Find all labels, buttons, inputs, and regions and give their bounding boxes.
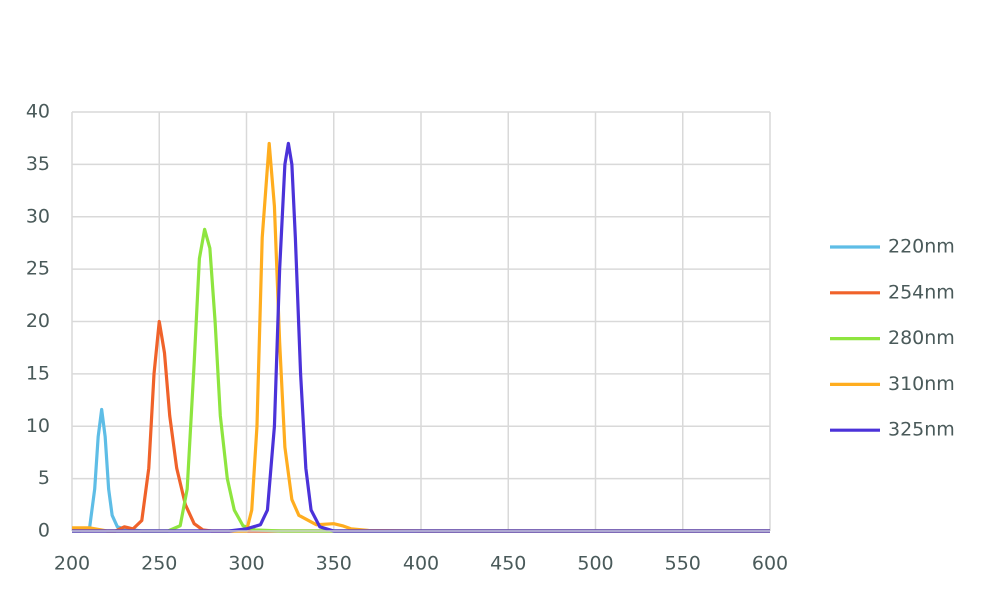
x-tick-label: 200 [54,553,90,575]
x-tick-label: 450 [490,553,526,575]
x-tick-label: 400 [403,553,439,575]
x-tick-label: 600 [752,553,788,575]
y-tick-label: 40 [26,101,50,123]
y-tick-label: 0 [38,520,50,542]
x-tick-label: 350 [316,553,352,575]
y-tick-label: 5 [38,467,50,489]
x-tick-label: 300 [228,553,264,575]
series-line [72,319,770,533]
legend-label: 220nm [888,236,955,258]
series-line [72,141,770,533]
y-tick-label: 10 [26,415,50,437]
y-tick-label: 30 [26,205,50,227]
legend-label: 325nm [888,419,955,441]
legend-label: 254nm [888,281,955,303]
legend-label: 310nm [888,373,955,395]
legend-label: 280nm [888,327,955,349]
x-tick-label: 550 [665,553,701,575]
x-tick-label: 250 [141,553,177,575]
y-tick-label: 35 [26,153,50,175]
x-tick-label: 500 [577,553,613,575]
y-tick-label: 25 [26,258,50,280]
y-tick-label: 20 [26,310,50,332]
y-tick-label: 15 [26,362,50,384]
